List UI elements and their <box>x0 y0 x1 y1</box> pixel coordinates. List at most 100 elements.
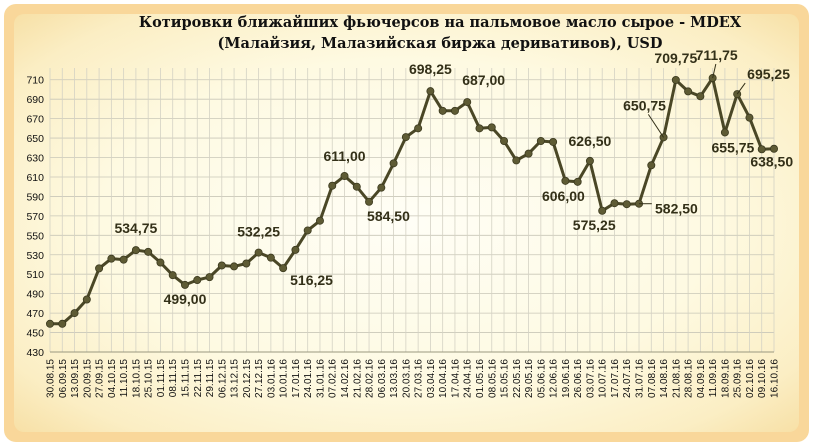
data-point <box>536 136 545 145</box>
x-tick-label: 03.07.16 <box>585 359 596 398</box>
y-tick-label: 610 <box>26 172 44 184</box>
gridlines <box>49 68 775 353</box>
x-tick-label: 02.10.16 <box>745 359 756 398</box>
data-point <box>205 273 214 282</box>
data-point <box>561 176 570 185</box>
y-tick-label: 570 <box>26 211 44 223</box>
data-point <box>230 262 239 271</box>
data-point <box>512 156 521 165</box>
x-axis: 30.08.15 06.09.15 13.09.15 20.09.15 27.09.15… <box>46 351 781 398</box>
y-tick-label: 550 <box>26 230 44 242</box>
data-point <box>279 264 288 273</box>
data-point <box>610 199 619 208</box>
x-tick-label: 21.08.16 <box>671 359 682 398</box>
data-point <box>328 181 337 190</box>
x-tick-label: 29.05.16 <box>524 359 535 398</box>
x-tick-label: 01.05.16 <box>475 359 486 398</box>
data-point <box>377 183 386 192</box>
x-tick-label: 16.10.16 <box>770 359 781 398</box>
x-tick-label: 20.09.15 <box>82 359 93 398</box>
data-point <box>745 113 754 122</box>
data-point <box>401 133 410 142</box>
data-point <box>585 156 594 165</box>
x-tick-label: 07.08.16 <box>647 359 658 398</box>
data-label: 711,75 <box>696 47 738 63</box>
x-tick-label: 04.09.16 <box>696 359 707 398</box>
data-point <box>340 171 349 180</box>
data-label: 575,25 <box>573 217 616 233</box>
data-point <box>414 124 423 133</box>
x-tick-label: 06.03.16 <box>377 359 388 398</box>
y-tick-label: 590 <box>26 191 44 203</box>
y-tick-label: 510 <box>26 269 44 281</box>
data-point <box>684 87 693 96</box>
data-point <box>450 106 459 115</box>
label-leader-line <box>712 63 717 79</box>
x-tick-label: 21.02.16 <box>352 359 363 398</box>
x-tick-label: 30.08.15 <box>46 359 57 398</box>
x-tick-label: 18.09.16 <box>720 359 731 398</box>
data-label: 698,25 <box>409 61 452 77</box>
x-tick-label: 10.04.16 <box>438 359 449 398</box>
x-tick-label: 06.09.15 <box>58 359 69 398</box>
x-tick-label: 06.12.15 <box>217 359 228 398</box>
x-tick-label: 03.01.16 <box>266 359 277 398</box>
x-tick-label: 20.03.16 <box>401 359 412 398</box>
label-leader-line <box>647 114 664 138</box>
data-point <box>438 106 447 115</box>
y-tick-label: 490 <box>26 289 44 301</box>
y-axis: 430 450 470 490 510 530 550 570 590 610 630 650 670 6… <box>26 75 44 359</box>
data-point <box>95 264 104 273</box>
data-point <box>82 295 91 304</box>
x-tick-label: 27.12.15 <box>254 359 265 398</box>
data-point <box>426 87 435 96</box>
x-tick-label: 09.10.16 <box>757 359 768 398</box>
x-tick-label: 17.01.16 <box>291 359 302 398</box>
data-label: 532,25 <box>237 224 280 240</box>
x-tick-label: 15.11.15 <box>180 359 191 398</box>
x-tick-label: 13.03.16 <box>389 359 400 398</box>
x-tick-label: 31.07.16 <box>635 359 646 398</box>
x-tick-label: 13.09.15 <box>70 359 81 398</box>
y-tick-label: 670 <box>26 114 44 126</box>
y-tick-label: 630 <box>26 153 44 165</box>
y-tick-label: 710 <box>26 75 44 87</box>
data-point <box>266 253 275 262</box>
x-tick-label: 28.02.16 <box>365 359 376 398</box>
data-point <box>217 261 226 270</box>
x-tick-label: 18.10.15 <box>131 359 142 398</box>
data-point <box>144 247 153 256</box>
x-tick-label: 31.01.16 <box>315 359 326 398</box>
data-point <box>720 128 729 137</box>
data-point <box>524 149 533 158</box>
data-label: 638,50 <box>750 153 793 169</box>
data-point <box>131 246 140 255</box>
data-labels: 534,75 499,00 532,25 516,25 611,00 584,50 698,… <box>114 47 793 307</box>
x-tick-label: 17.07.16 <box>610 359 621 398</box>
data-point <box>58 319 67 328</box>
x-tick-label: 12.06.16 <box>549 359 560 398</box>
data-label: 709,75 <box>654 50 697 66</box>
x-tick-label: 08.05.16 <box>487 359 498 398</box>
data-point <box>70 309 79 318</box>
data-point <box>180 280 189 289</box>
y-tick-label: 430 <box>26 347 44 359</box>
chart-background <box>14 14 799 432</box>
data-label: 626,50 <box>569 133 612 149</box>
data-point <box>365 197 374 206</box>
data-point <box>770 144 779 153</box>
x-tick-label: 17.04.16 <box>450 359 461 398</box>
x-tick-label: 24.01.16 <box>303 359 314 398</box>
data-point <box>647 161 656 170</box>
data-point <box>622 200 631 209</box>
data-label: 582,50 <box>655 201 698 217</box>
data-point <box>242 259 251 268</box>
y-tick-label: 650 <box>26 133 44 145</box>
x-tick-label: 25.09.16 <box>733 359 744 398</box>
data-label: 655,75 <box>712 139 755 155</box>
x-tick-label: 20.12.15 <box>242 359 253 398</box>
x-tick-label: 15.05.16 <box>500 359 511 398</box>
x-tick-label: 03.04.16 <box>426 359 437 398</box>
x-tick-label: 29.11.15 <box>205 359 216 398</box>
data-point <box>119 255 128 264</box>
